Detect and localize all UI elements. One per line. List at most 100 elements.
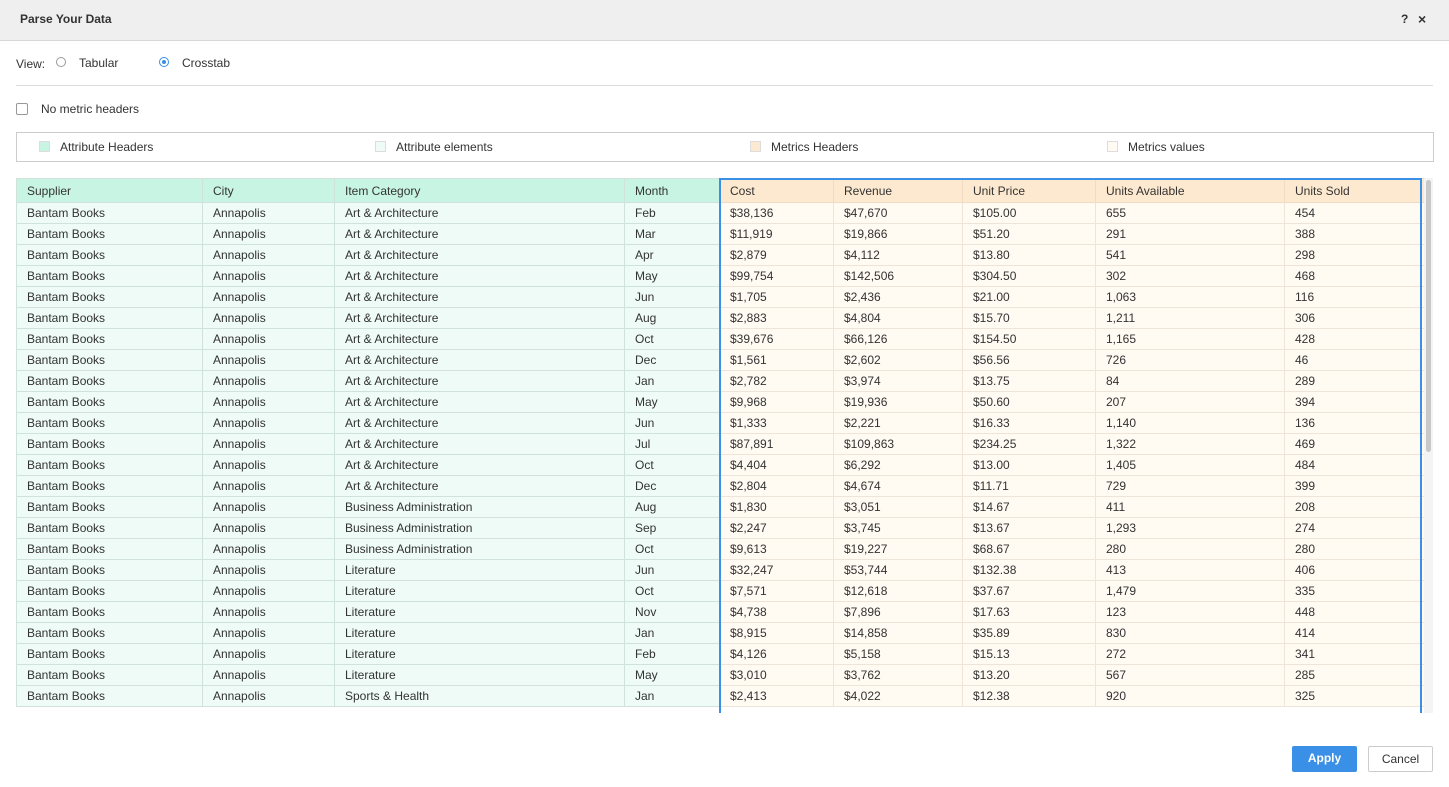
legend-label: Attribute Headers bbox=[60, 140, 154, 154]
table-cell: Art & Architecture bbox=[334, 286, 625, 308]
table-cell: $2,804 bbox=[719, 475, 834, 497]
close-button[interactable]: × bbox=[1418, 11, 1427, 27]
metrics-selection bbox=[719, 178, 1422, 713]
scrollbar[interactable] bbox=[1424, 178, 1433, 713]
table-cell: Jul bbox=[624, 433, 720, 455]
column-header[interactable]: Revenue bbox=[833, 178, 963, 203]
table-cell: Bantam Books bbox=[16, 307, 203, 329]
radio-label[interactable]: Tabular bbox=[79, 56, 119, 70]
table-cell: May bbox=[624, 391, 720, 413]
table-cell: Business Administration bbox=[334, 538, 625, 560]
table-cell: $14,858 bbox=[833, 622, 963, 644]
table-cell: Dec bbox=[624, 475, 720, 497]
table-cell: $15.70 bbox=[962, 307, 1096, 329]
table-cell: 468 bbox=[1284, 265, 1424, 287]
scroll-thumb[interactable] bbox=[1426, 180, 1431, 452]
table-cell: $9,968 bbox=[719, 391, 834, 413]
table-cell: Annapolis bbox=[202, 622, 335, 644]
table-cell: Sep bbox=[624, 517, 720, 539]
table-cell: $15.13 bbox=[962, 643, 1096, 665]
table-cell: Annapolis bbox=[202, 580, 335, 602]
table-cell: Literature bbox=[334, 664, 625, 686]
table-cell: $17.63 bbox=[962, 601, 1096, 623]
table-cell: Art & Architecture bbox=[334, 391, 625, 413]
table-cell: Bantam Books bbox=[16, 244, 203, 266]
table-cell: Bantam Books bbox=[16, 223, 203, 245]
table-cell: Bantam Books bbox=[16, 622, 203, 644]
view-label: View: bbox=[16, 57, 46, 71]
table-row: Bantam Books Annapolis Sports & Health Jan $… bbox=[16, 685, 1424, 707]
table-cell: Bantam Books bbox=[16, 517, 203, 539]
column-header[interactable]: Cost bbox=[719, 178, 834, 203]
radio[interactable] bbox=[56, 57, 66, 67]
table-cell: $21.00 bbox=[962, 286, 1096, 308]
table-cell: Annapolis bbox=[202, 202, 335, 224]
cancel-button[interactable]: Cancel bbox=[1368, 746, 1433, 772]
table-cell: 285 bbox=[1284, 664, 1424, 686]
table-cell: Bantam Books bbox=[16, 454, 203, 476]
table-cell: Bantam Books bbox=[16, 580, 203, 602]
table-row: Bantam Books Annapolis Literature Nov $4,738… bbox=[16, 601, 1424, 623]
table-cell: Annapolis bbox=[202, 391, 335, 413]
table-cell: Oct bbox=[624, 454, 720, 476]
radio[interactable] bbox=[159, 57, 169, 67]
legend-label: Metrics values bbox=[1128, 140, 1205, 154]
table-row: Bantam Books Annapolis Art & Architecture J… bbox=[16, 433, 1424, 455]
legend-swatch bbox=[1107, 141, 1118, 152]
table-cell: Bantam Books bbox=[16, 202, 203, 224]
table-cell: $12,618 bbox=[833, 580, 963, 602]
table-cell: $1,830 bbox=[719, 496, 834, 518]
table-cell: May bbox=[624, 664, 720, 686]
table-cell: 413 bbox=[1095, 559, 1285, 581]
table-cell: $66,126 bbox=[833, 328, 963, 350]
table-cell: $16.33 bbox=[962, 412, 1096, 434]
table-cell: Art & Architecture bbox=[334, 349, 625, 371]
table-row: Bantam Books Annapolis Business Administra… bbox=[16, 517, 1424, 539]
table-row: Bantam Books Annapolis Art & Architecture J… bbox=[16, 412, 1424, 434]
table-cell: Art & Architecture bbox=[334, 454, 625, 476]
table-cell: $2,247 bbox=[719, 517, 834, 539]
table-cell: 46 bbox=[1284, 349, 1424, 371]
apply-button[interactable]: Apply bbox=[1292, 746, 1357, 772]
table-cell: Art & Architecture bbox=[334, 475, 625, 497]
table-cell: Literature bbox=[334, 622, 625, 644]
column-header[interactable]: Supplier bbox=[16, 178, 203, 203]
table-cell: Annapolis bbox=[202, 370, 335, 392]
table-row: Bantam Books Annapolis Art & Architecture M… bbox=[16, 265, 1424, 287]
table-cell: 448 bbox=[1284, 601, 1424, 623]
column-header[interactable]: City bbox=[202, 178, 335, 203]
table-cell: Jan bbox=[624, 370, 720, 392]
table-cell: Feb bbox=[624, 643, 720, 665]
help-button[interactable]: ? bbox=[1401, 12, 1409, 26]
table-cell: Annapolis bbox=[202, 643, 335, 665]
table-cell: Bantam Books bbox=[16, 265, 203, 287]
table-cell: $2,221 bbox=[833, 412, 963, 434]
table-cell: $13.75 bbox=[962, 370, 1096, 392]
table-cell: $234.25 bbox=[962, 433, 1096, 455]
table-cell: Annapolis bbox=[202, 496, 335, 518]
table-cell: $51.20 bbox=[962, 223, 1096, 245]
table-cell: $13.20 bbox=[962, 664, 1096, 686]
table-cell: 272 bbox=[1095, 643, 1285, 665]
checkbox[interactable] bbox=[16, 103, 28, 115]
column-header[interactable]: Item Category bbox=[334, 178, 625, 203]
table-cell: $4,804 bbox=[833, 307, 963, 329]
table-cell: $56.56 bbox=[962, 349, 1096, 371]
table-row: Bantam Books Annapolis Business Administra… bbox=[16, 496, 1424, 518]
table-cell: Annapolis bbox=[202, 664, 335, 686]
table-cell: Annapolis bbox=[202, 349, 335, 371]
divider bbox=[16, 85, 1433, 86]
legend-swatch bbox=[39, 141, 50, 152]
table-cell: Sports & Health bbox=[334, 685, 625, 707]
table-cell: Bantam Books bbox=[16, 559, 203, 581]
table-cell: Bantam Books bbox=[16, 643, 203, 665]
table-cell: Jun bbox=[624, 559, 720, 581]
radio-label[interactable]: Crosstab bbox=[182, 56, 231, 70]
table-cell: 298 bbox=[1284, 244, 1424, 266]
table-cell: $19,866 bbox=[833, 223, 963, 245]
checkbox-label[interactable]: No metric headers bbox=[41, 102, 140, 116]
column-header[interactable]: Units Available bbox=[1095, 178, 1285, 203]
column-header[interactable]: Month bbox=[624, 178, 720, 203]
table-cell: Annapolis bbox=[202, 265, 335, 287]
table-cell: Literature bbox=[334, 559, 625, 581]
